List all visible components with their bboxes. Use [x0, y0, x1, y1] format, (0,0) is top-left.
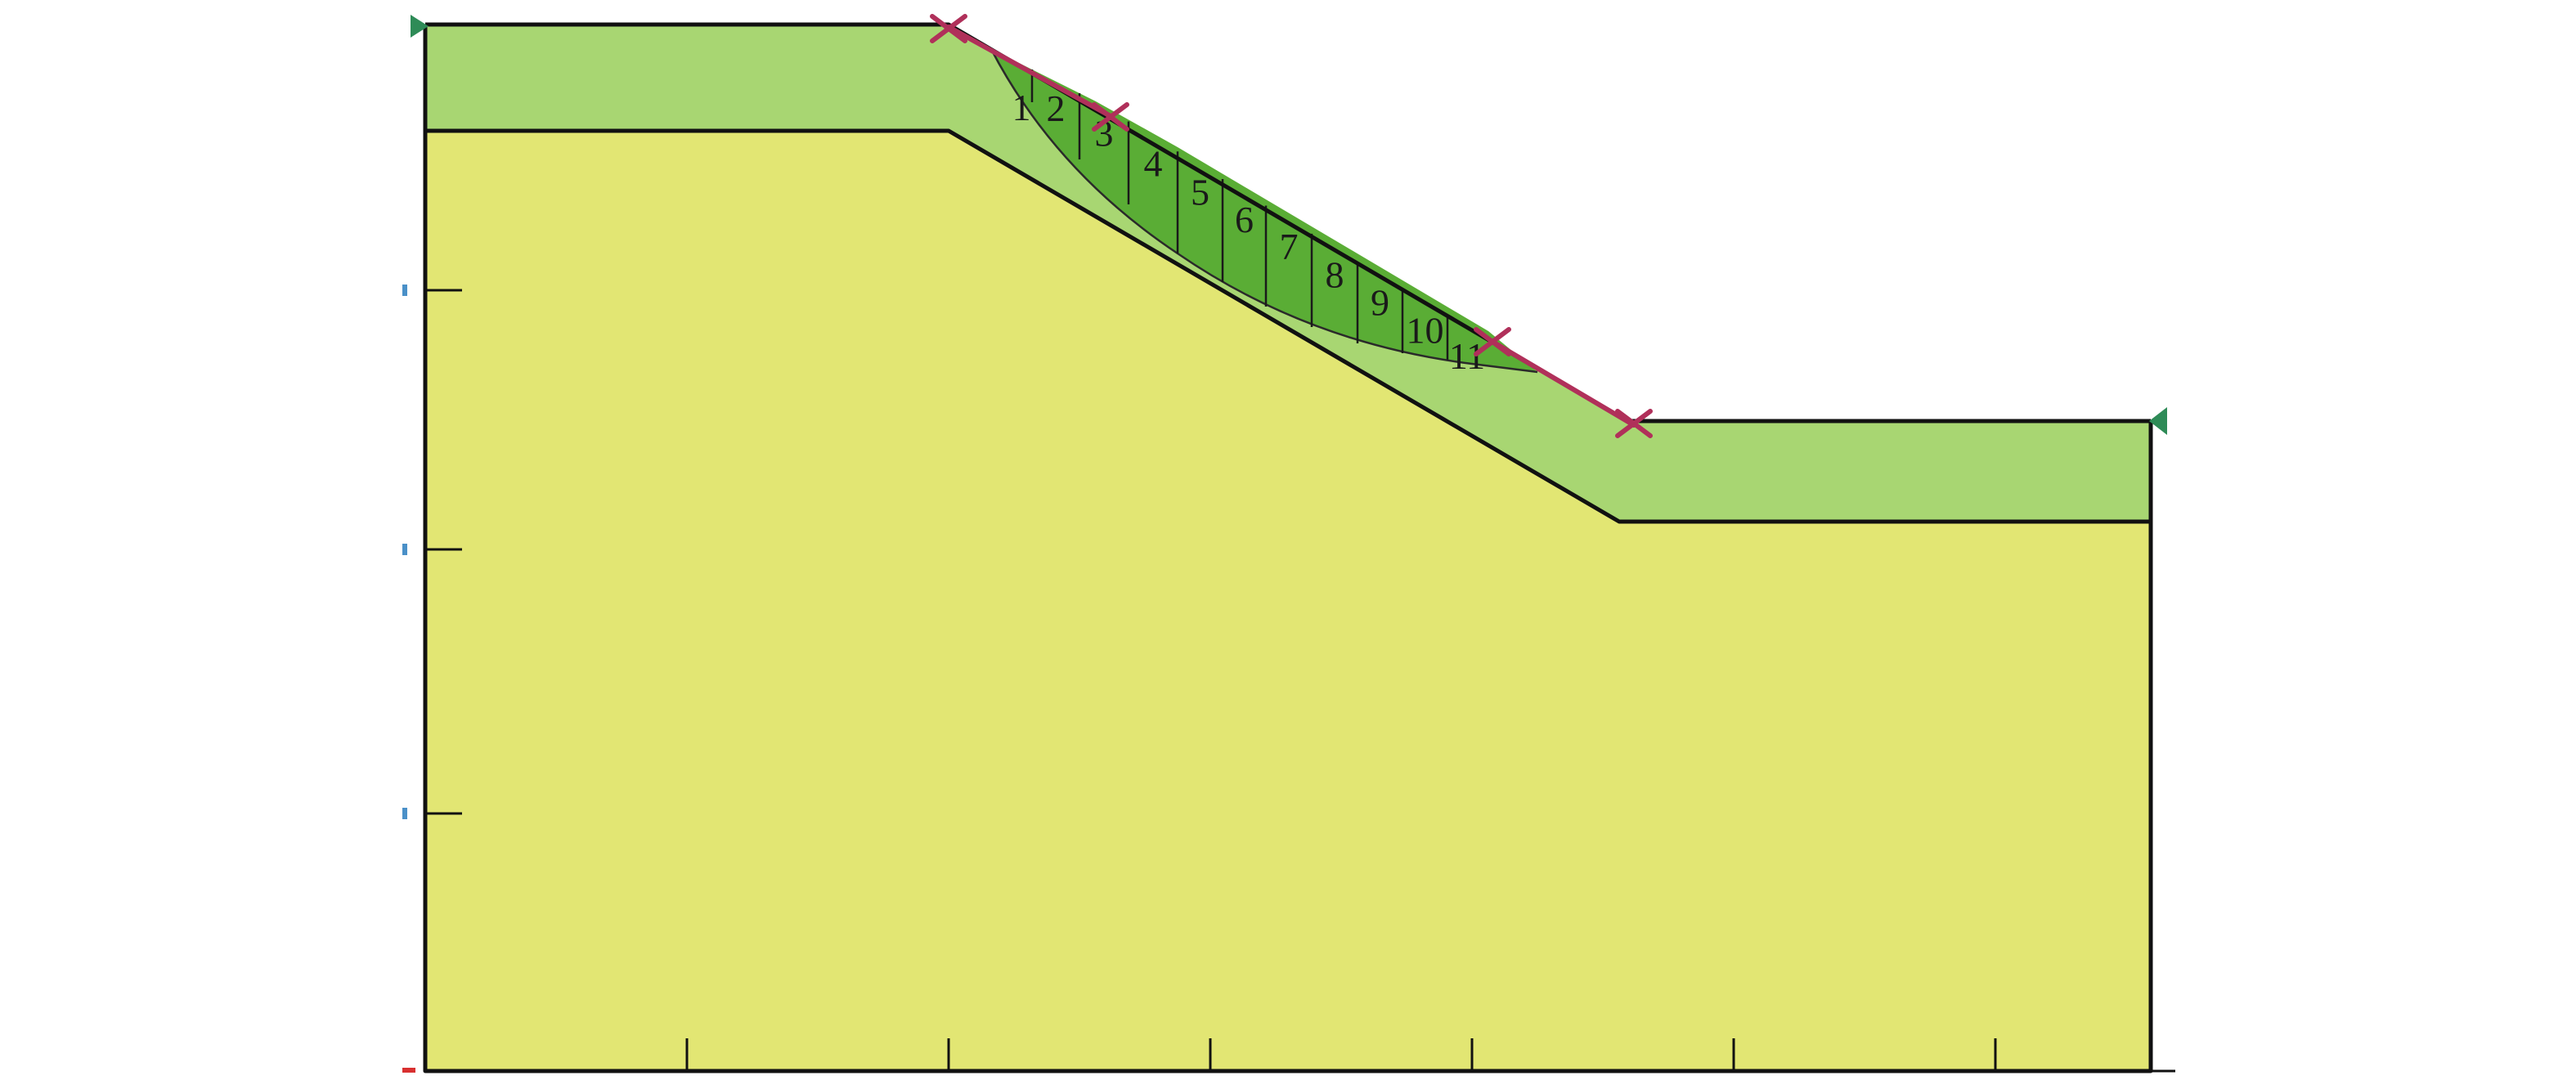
- cross-icon: [1092, 102, 1129, 132]
- slice-label: 10: [1407, 309, 1444, 351]
- slice-boundaries: [1030, 69, 1449, 360]
- slice-label: 2: [1047, 87, 1066, 129]
- ground-surface-line: [425, 22, 2151, 424]
- origin-marker: [402, 1068, 415, 1073]
- left-axis-marker: [402, 544, 407, 555]
- slice-label: 11: [1449, 335, 1485, 377]
- slice-label: 1: [1012, 87, 1031, 128]
- left-axis-ticks: [425, 289, 462, 815]
- slip-surface: [990, 48, 1538, 374]
- slice-label: 7: [1280, 226, 1299, 267]
- left-axis-marker: [402, 285, 407, 296]
- cross-icon: [930, 14, 967, 43]
- slice-label: 8: [1326, 254, 1344, 296]
- cross-icon: [1615, 409, 1653, 438]
- entry-range-line: [946, 25, 1113, 119]
- triangle-left-icon: [2149, 407, 2167, 435]
- lower-soil-layer: [425, 131, 2151, 1071]
- slice-label: 4: [1144, 142, 1163, 184]
- slice-label: 6: [1235, 199, 1254, 240]
- exit-range-line: [1490, 339, 1636, 428]
- bottom-axis-ticks: [685, 1038, 1997, 1071]
- layer-boundary-line: [425, 128, 2151, 524]
- left-axis-marker: [402, 808, 407, 819]
- slice-label: 5: [1191, 172, 1209, 213]
- slice-label: 9: [1371, 282, 1389, 324]
- triangle-right-icon: [411, 15, 429, 38]
- cross-icon: [1474, 327, 1511, 356]
- model-boundary-line: [423, 25, 2153, 1073]
